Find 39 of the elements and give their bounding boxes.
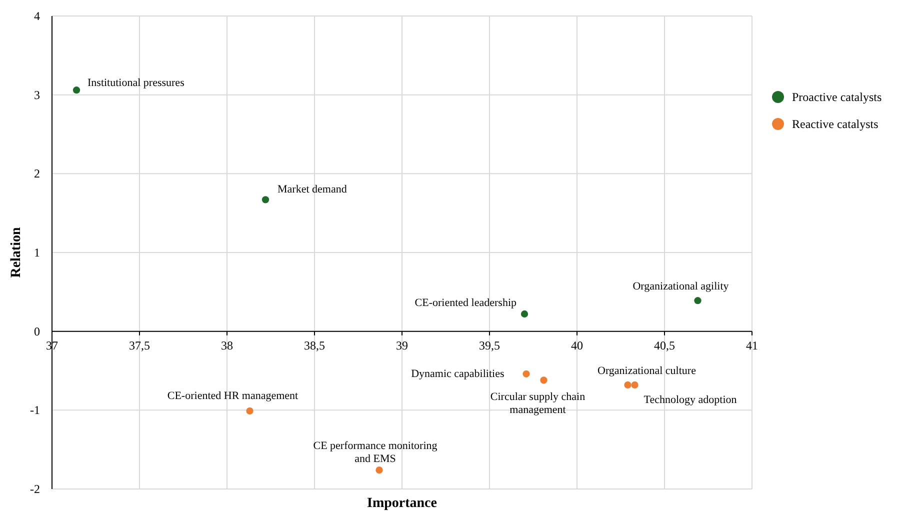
- point: [540, 376, 548, 384]
- y-tick-label: 2: [34, 166, 40, 181]
- point: [246, 407, 254, 415]
- x-tick-label: 38,5: [304, 338, 325, 352]
- annotation: CE performance monitoring and EMS: [313, 440, 438, 466]
- x-tick-label: 41: [746, 338, 758, 352]
- point: [631, 381, 638, 388]
- x-tick-label: 40,5: [654, 338, 675, 352]
- point: [520, 310, 528, 318]
- point: [624, 381, 632, 388]
- annotation: Market demand: [278, 184, 348, 196]
- x-tick-label: 38: [221, 338, 233, 352]
- point: [694, 297, 702, 304]
- x-tick-label: 39: [396, 338, 408, 352]
- annotation: Circular supply chain management: [490, 391, 586, 416]
- annotation: Dynamic capabilities: [411, 368, 504, 380]
- x-axis-title: Importance: [367, 496, 437, 511]
- point: [262, 196, 270, 204]
- annotation: Technology adoption: [644, 394, 738, 406]
- y-tick-label: 1: [34, 246, 40, 260]
- y-axis-title: Relation: [9, 227, 24, 278]
- legend-label: Reactive catalysts: [792, 117, 879, 131]
- annotation: Organizational agility: [632, 280, 730, 293]
- y-tick-label: 4: [34, 9, 40, 23]
- annotation: CE-oriented leadership: [414, 296, 517, 309]
- y-tick-label: -1: [30, 403, 40, 418]
- annotation: CE-oriented HR management: [167, 390, 298, 402]
- x-tick-label: 40: [571, 338, 583, 352]
- point: [376, 466, 383, 474]
- y-tick-label: 0: [34, 324, 40, 338]
- legend-label: Proactive catalysts: [792, 90, 882, 104]
- x-tick-label: 39,5: [479, 338, 500, 352]
- point: [522, 370, 530, 378]
- y-tick-label: 3: [34, 88, 40, 102]
- point: [72, 86, 80, 94]
- y-tick-label: -2: [30, 482, 40, 496]
- annotation: Institutional pressures: [88, 77, 184, 90]
- x-tick-label: 37,5: [129, 338, 150, 352]
- annotation: Organizational culture: [598, 364, 696, 377]
